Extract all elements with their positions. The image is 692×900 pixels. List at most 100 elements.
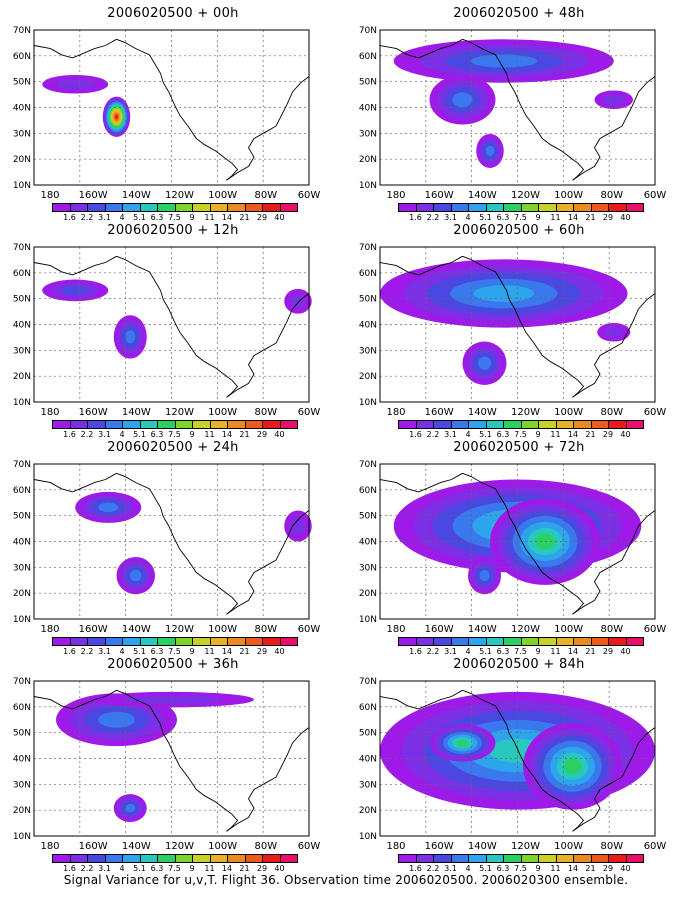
colorbar-label: 1.6 (409, 864, 422, 873)
latitude-label: 40N (13, 321, 31, 331)
latitude-label: 40N (13, 755, 31, 765)
colorbar-swatch (139, 420, 158, 429)
colorbar-label: 29 (602, 213, 614, 222)
variance-contour (98, 711, 135, 728)
colorbar-swatch (104, 420, 123, 429)
colorbar-label: 1.6 (409, 213, 422, 222)
colorbar-label: 2.2 (426, 213, 440, 222)
latitude-label: 70N (359, 460, 377, 470)
colorbar-label: 40 (274, 647, 285, 656)
colorbar-swatch (573, 854, 592, 863)
variance-map: 70N 60N 50N 40N 30N 20N 10N 180 160W 140W 120W 100W… (359, 460, 667, 635)
colorbar-swatch (244, 854, 263, 863)
colorbar-swatch (69, 637, 88, 646)
colorbar-label: 11 (204, 864, 215, 873)
latitude-label: 30N (13, 346, 31, 356)
colorbar-label: 40 (620, 213, 631, 222)
colorbar-swatch (122, 637, 141, 646)
longitude-label: 160W (79, 190, 108, 201)
colorbar-swatch (174, 420, 193, 429)
colorbar-label: 6.3 (150, 647, 164, 656)
variance-contour (485, 145, 495, 157)
panel-title: 2006020500 + 60h (453, 223, 585, 238)
latitude-label: 30N (359, 780, 377, 790)
latitude-label: 70N (13, 460, 31, 470)
colorbar-label: 2.2 (80, 647, 94, 656)
colorbar-swatch (538, 637, 557, 646)
colorbar-label: 3.1 (98, 864, 111, 873)
latitude-label: 70N (359, 243, 377, 253)
variance-map: 70N 60N 50N 40N 30N 20N 10N 180 160W 140W 120W 100W… (359, 243, 667, 418)
latitude-label: 30N (359, 563, 377, 573)
panel-title: 2006020500 + 24h (107, 440, 239, 455)
colorbar-swatch (433, 637, 452, 646)
colorbar-label: 6.3 (496, 864, 510, 873)
longitude-label: 160W (425, 624, 454, 635)
variance-contour (470, 54, 538, 68)
colorbar-swatch (590, 203, 609, 212)
longitude-label: 120W (165, 407, 194, 418)
colorbar-swatch (87, 637, 106, 646)
coastline (33, 255, 117, 276)
latitude-label: 60N (359, 269, 377, 279)
colorbar-label: 14 (567, 647, 579, 656)
coastline (379, 689, 463, 710)
colorbar-swatch (450, 203, 469, 212)
colorbar-label: 2.2 (80, 213, 94, 222)
longitude-label: 100W (208, 407, 237, 418)
variance-contour (479, 569, 490, 582)
colorbar-label: 11 (204, 647, 215, 656)
colorbar-swatch (398, 854, 417, 863)
colorbar-swatch (52, 637, 71, 646)
latitude-label: 30N (13, 563, 31, 573)
colorbar-label: 2.2 (426, 864, 440, 873)
colorbar-label: 7.5 (168, 430, 181, 439)
longitude-label: 80W (601, 624, 624, 635)
colorbar-swatch (174, 854, 193, 863)
latitude-label: 30N (13, 129, 31, 139)
colorbar-swatch (244, 637, 263, 646)
latitude-label: 70N (13, 26, 31, 36)
colorbar-swatch (555, 420, 574, 429)
colorbar-label: 5.1 (133, 647, 146, 656)
coastline (572, 727, 656, 832)
latitude-label: 30N (359, 129, 377, 139)
colorbar-swatch (279, 203, 298, 212)
colorbar-label: 29 (256, 864, 268, 873)
colorbar-label: 4 (465, 864, 471, 873)
latitude-label: 40N (13, 538, 31, 548)
colorbar-label: 7.5 (168, 864, 181, 873)
longitude-label: 120W (511, 624, 540, 635)
colorbar-swatch (209, 420, 228, 429)
colorbar-label: 4 (119, 647, 125, 656)
panel-title: 2006020500 + 48h (453, 6, 585, 21)
figure-caption: Signal Variance for u,v,T. Flight 36. Ob… (63, 873, 629, 887)
colorbar-swatch (503, 637, 522, 646)
colorbar-label: 11 (550, 647, 561, 656)
colorbar-swatch (503, 854, 522, 863)
map-panel: 2006020500 + 84h 70N 60N 50N 40N 30N 20N 10N 180… (346, 651, 692, 873)
colorbar-swatch (625, 854, 644, 863)
longitude-label: 140W (122, 841, 151, 852)
longitude-label: 180 (386, 190, 405, 201)
latitude-label: 60N (359, 486, 377, 496)
colorbar-label: 40 (274, 864, 285, 873)
colorbar-label: 3.1 (444, 430, 457, 439)
colorbar-swatch (52, 203, 71, 212)
colorbar-label: 1.6 (63, 213, 76, 222)
coastline (572, 76, 656, 181)
colorbar-label: 9 (535, 213, 541, 222)
colorbar-label: 6.3 (496, 430, 510, 439)
longitude-label: 80W (601, 190, 624, 201)
colorbar-label: 5.1 (133, 864, 146, 873)
panel-title: 2006020500 + 72h (453, 440, 585, 455)
colorbar-swatch (573, 203, 592, 212)
longitude-label: 120W (511, 407, 540, 418)
colorbar-swatch (503, 420, 522, 429)
longitude-label: 180 (386, 407, 405, 418)
variance-contour (473, 285, 535, 302)
coastline (462, 38, 585, 181)
colorbar-label: 5.1 (479, 647, 492, 656)
colorbar-label: 21 (239, 864, 250, 873)
latitude-label: 50N (359, 295, 377, 305)
